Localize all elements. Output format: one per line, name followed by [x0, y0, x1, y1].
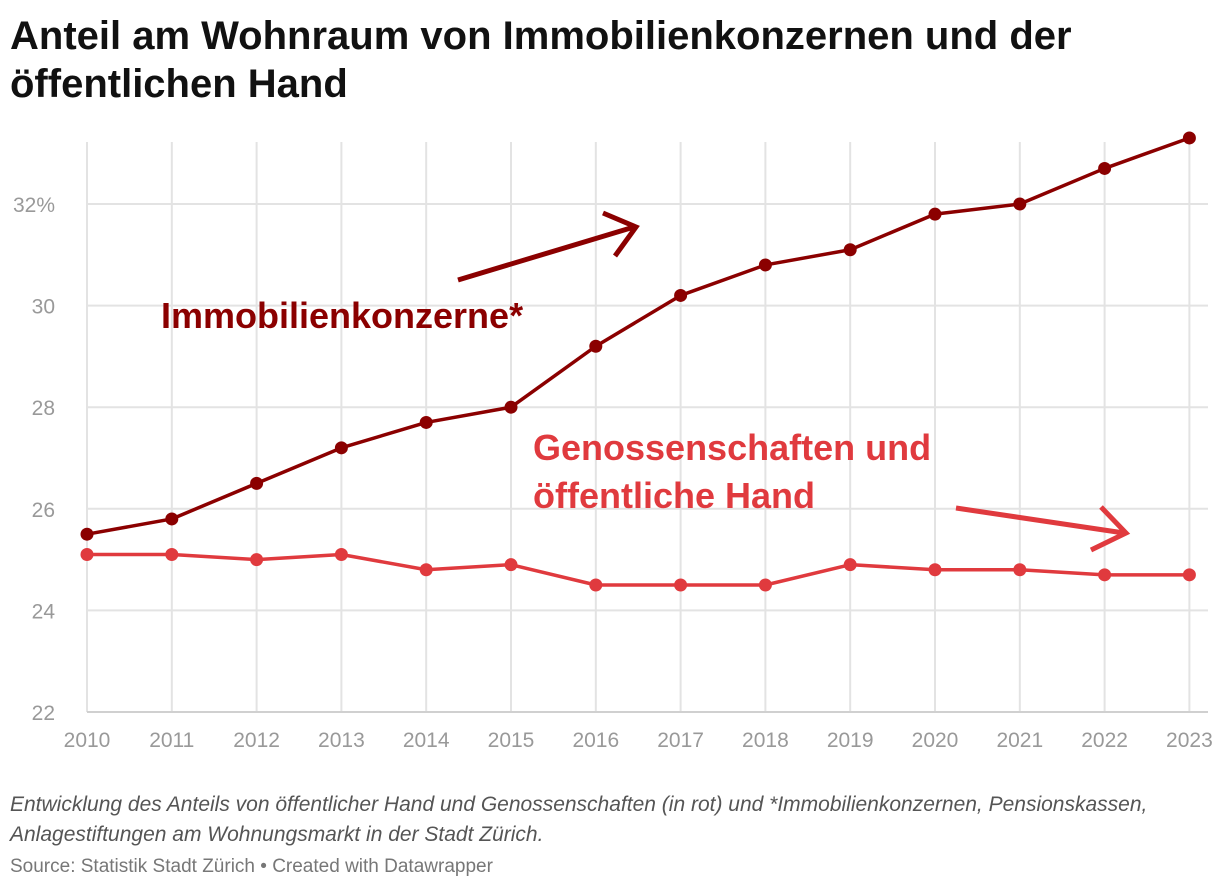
x-tick-label: 2016 — [572, 729, 619, 752]
immobilien-data-point — [80, 527, 94, 541]
x-tick-label: 2018 — [742, 729, 789, 752]
chart-description: Entwicklung des Anteils von öffentlicher… — [10, 793, 1148, 846]
immobilien-data-point — [674, 288, 688, 302]
immobilien-data-point — [1098, 161, 1112, 175]
genossenschaften-data-point — [674, 578, 688, 592]
x-axis-ticks: 2010 2011 2012 2013 2014 2015 2016 2017 2018 2019… — [64, 729, 1213, 752]
y-axis-ticks: 22 24 26 28 30 32% — [13, 194, 55, 725]
chart-source: Source: Statistik Stadt Zürich • Created… — [10, 856, 493, 877]
x-tick-label: 2022 — [1081, 729, 1128, 752]
chart-title: Anteil am Wohnraum von Immobilienkonzern… — [10, 14, 1072, 106]
y-tick-label: 22 — [32, 702, 55, 725]
immobilien-data-point — [589, 339, 603, 353]
genossenschaften-data-point — [758, 578, 772, 592]
x-tick-label: 2017 — [657, 729, 704, 752]
x-tick-label: 2010 — [64, 729, 111, 752]
genossenschaften-series-label-line1: Genossenschaften und — [533, 427, 931, 468]
genossenschaften-data-point — [165, 548, 179, 562]
genossenschaften-data-point — [1182, 568, 1196, 582]
immobilien-arrow-icon — [457, 210, 640, 283]
y-tick-label: 28 — [32, 397, 55, 420]
immobilien-data-point — [419, 415, 433, 429]
x-tick-label: 2023 — [1166, 729, 1213, 752]
y-tick-label: 24 — [32, 600, 56, 623]
immobilien-data-point — [504, 400, 518, 414]
genossenschaften-data-point — [504, 558, 518, 572]
immobilien-series-label: Immobilienkonzerne* — [161, 295, 523, 336]
x-tick-label: 2014 — [403, 729, 450, 752]
series-lines — [86, 136, 1190, 587]
immobilien-data-point — [334, 441, 348, 455]
immobilien-data-point — [250, 476, 264, 490]
genossenschaften-data-point — [928, 563, 942, 577]
genossenschaften-series-label-line2: öffentliche Hand — [533, 475, 815, 516]
genossenschaften-data-point — [419, 563, 433, 577]
x-tick-label: 2020 — [912, 729, 959, 752]
immobilien-series-line — [86, 136, 1190, 536]
x-tick-label: 2012 — [233, 729, 280, 752]
y-tick-label: 30 — [32, 296, 55, 319]
immobilien-data-point — [1013, 197, 1027, 211]
y-tick-label: 26 — [32, 499, 55, 522]
genossenschaften-arrow-icon — [955, 505, 1131, 553]
genossenschaften-data-point — [589, 578, 603, 592]
genossenschaften-data-point — [1098, 568, 1112, 582]
immobilien-data-point — [758, 258, 772, 272]
genossenschaften-data-point — [1013, 563, 1027, 577]
genossenschaften-data-point — [80, 548, 94, 562]
horizontal-gridlines — [87, 203, 1208, 713]
genossenschaften-data-point — [250, 553, 264, 567]
x-tick-label: 2021 — [996, 729, 1043, 752]
x-tick-label: 2015 — [488, 729, 535, 752]
immobilien-data-point — [1182, 131, 1196, 145]
immobilien-data-point — [843, 243, 857, 257]
immobilien-data-point — [165, 512, 179, 526]
x-tick-label: 2011 — [149, 729, 194, 752]
genossenschaften-series-line — [87, 552, 1190, 587]
x-tick-label: 2013 — [318, 729, 365, 752]
y-tick-label: 32% — [13, 194, 55, 217]
x-tick-label: 2019 — [827, 729, 874, 752]
series-points — [80, 131, 1196, 592]
genossenschaften-data-point — [334, 548, 348, 562]
annotations: Immobilienkonzerne* Genossenschaften und… — [161, 210, 1131, 553]
immobilien-data-point — [928, 207, 942, 221]
genossenschaften-data-point — [843, 558, 857, 572]
